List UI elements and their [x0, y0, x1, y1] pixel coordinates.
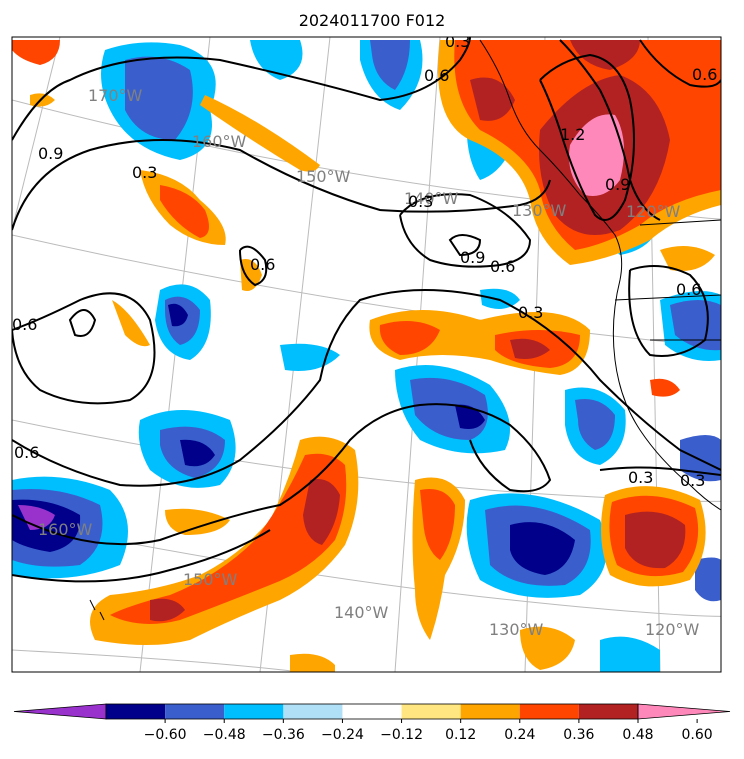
- colorbar-tick-label: 0.36: [563, 727, 594, 743]
- figure-title: 2024011700 F012: [299, 11, 446, 30]
- contour-label: 0.3: [408, 192, 433, 211]
- lon-label: 160°W: [38, 520, 93, 539]
- contour-label: 0.6: [424, 66, 449, 85]
- lon-label: 120°W: [626, 202, 681, 221]
- lon-label: 130°W: [512, 201, 567, 220]
- contour-label: 0.3: [132, 163, 157, 182]
- contour-label: 0.9: [605, 175, 630, 194]
- colorbar: −0.60 −0.48 −0.36 −0.24 −0.12 0.12 0.24 0.36 0.4…: [13, 703, 731, 743]
- colorbar-segment: [401, 704, 461, 719]
- colorbar-tick-label: −0.60: [144, 727, 187, 743]
- north-america-coast: [479, 39, 721, 511]
- colorbar-segment: [283, 704, 343, 719]
- contour-small-loop: [68, 309, 97, 337]
- colorbar-extend-high: [637, 703, 731, 720]
- lon-label: 140°W: [404, 189, 459, 208]
- contour-0-9-east: [559, 39, 661, 221]
- colorbar-segment: [519, 704, 579, 719]
- colorbar-segment: [224, 704, 284, 719]
- colorbar-tick-label: −0.36: [262, 727, 305, 743]
- colorbar-tick-label: −0.48: [203, 727, 246, 743]
- colorbar-tick-label: 0.60: [682, 727, 713, 743]
- contour-0-3-se: [599, 466, 721, 476]
- parallel-5: [12, 649, 301, 672]
- contour-lines: [12, 37, 721, 583]
- contour-1-2: [539, 53, 635, 221]
- colorbar-tick-label: 0.24: [504, 727, 535, 743]
- contour-lowest: [12, 529, 271, 583]
- lon-label: 130°W: [489, 620, 544, 639]
- contour-label: 0.6: [692, 65, 717, 84]
- contour-label: 0.6: [12, 315, 37, 334]
- contour-0-6-east: [628, 265, 709, 357]
- colorbar-segment: [342, 704, 402, 719]
- contour-label: 0.3: [445, 32, 470, 51]
- contour-label: 0.3: [628, 468, 653, 487]
- lon-label: 170°W: [88, 86, 143, 105]
- contour-label: 0.6: [250, 255, 275, 274]
- contour-0-6-small: [239, 245, 268, 287]
- contour-label: 1.2: [560, 125, 585, 144]
- lon-label: 120°W: [645, 620, 700, 639]
- contour-label: 0.3: [680, 471, 705, 490]
- lon-label: 150°W: [296, 167, 351, 186]
- meridian-170w: [12, 37, 61, 231]
- colorbar-segment: [460, 704, 520, 719]
- contour-0-3-middle: [12, 289, 721, 487]
- colorbar-segment: [106, 704, 166, 719]
- contour-0-6-left: [12, 292, 156, 405]
- contour-label: 0.9: [460, 248, 485, 267]
- contour-label: 0.6: [676, 280, 701, 299]
- colorbar-tick-label: 0.12: [445, 727, 476, 743]
- contour-0-6-ne: [639, 39, 721, 88]
- map-frame: [11, 36, 722, 673]
- hawaii-islands: [89, 599, 105, 621]
- longitude-labels: 170°W 160°W 150°W 140°W 130°W 120°W 160°…: [38, 86, 700, 639]
- contour-label: 0.6: [490, 257, 515, 276]
- lon-label: 150°W: [183, 570, 238, 589]
- colorbar-tick-label: −0.12: [380, 727, 423, 743]
- lon-label: 140°W: [334, 603, 389, 622]
- contour-label: 0.6: [14, 443, 39, 462]
- colorbar-segment: [165, 704, 225, 719]
- colorbar-tick-label: 0.48: [622, 727, 653, 743]
- map-panel: 170°W 160°W 150°W 140°W 130°W 120°W 160°…: [11, 32, 722, 673]
- contour-0-6-lower: [12, 403, 552, 546]
- contour-0-9-center-loop: [448, 234, 482, 257]
- contour-0-3-north: [12, 37, 471, 141]
- contour-label: 0.3: [518, 303, 543, 322]
- border-line-1: [639, 219, 721, 226]
- colorbar-outline: [105, 703, 639, 720]
- parallel-4: [12, 519, 721, 617]
- anomaly-fill: [12, 40, 721, 672]
- colorbar-tick-label: −0.24: [321, 727, 364, 743]
- contour-0-9: [12, 139, 551, 231]
- lon-label: 160°W: [192, 132, 247, 151]
- contour-value-labels: 0.3 0.6 0.9 0.3 0.6 0.9 0.6 0.3 0.6 0.3 …: [12, 32, 717, 490]
- colorbar-segment: [578, 704, 638, 719]
- colorbar-extend-low: [13, 703, 107, 720]
- contour-label: 0.9: [38, 144, 63, 163]
- contour-0-6-center: [399, 193, 532, 268]
